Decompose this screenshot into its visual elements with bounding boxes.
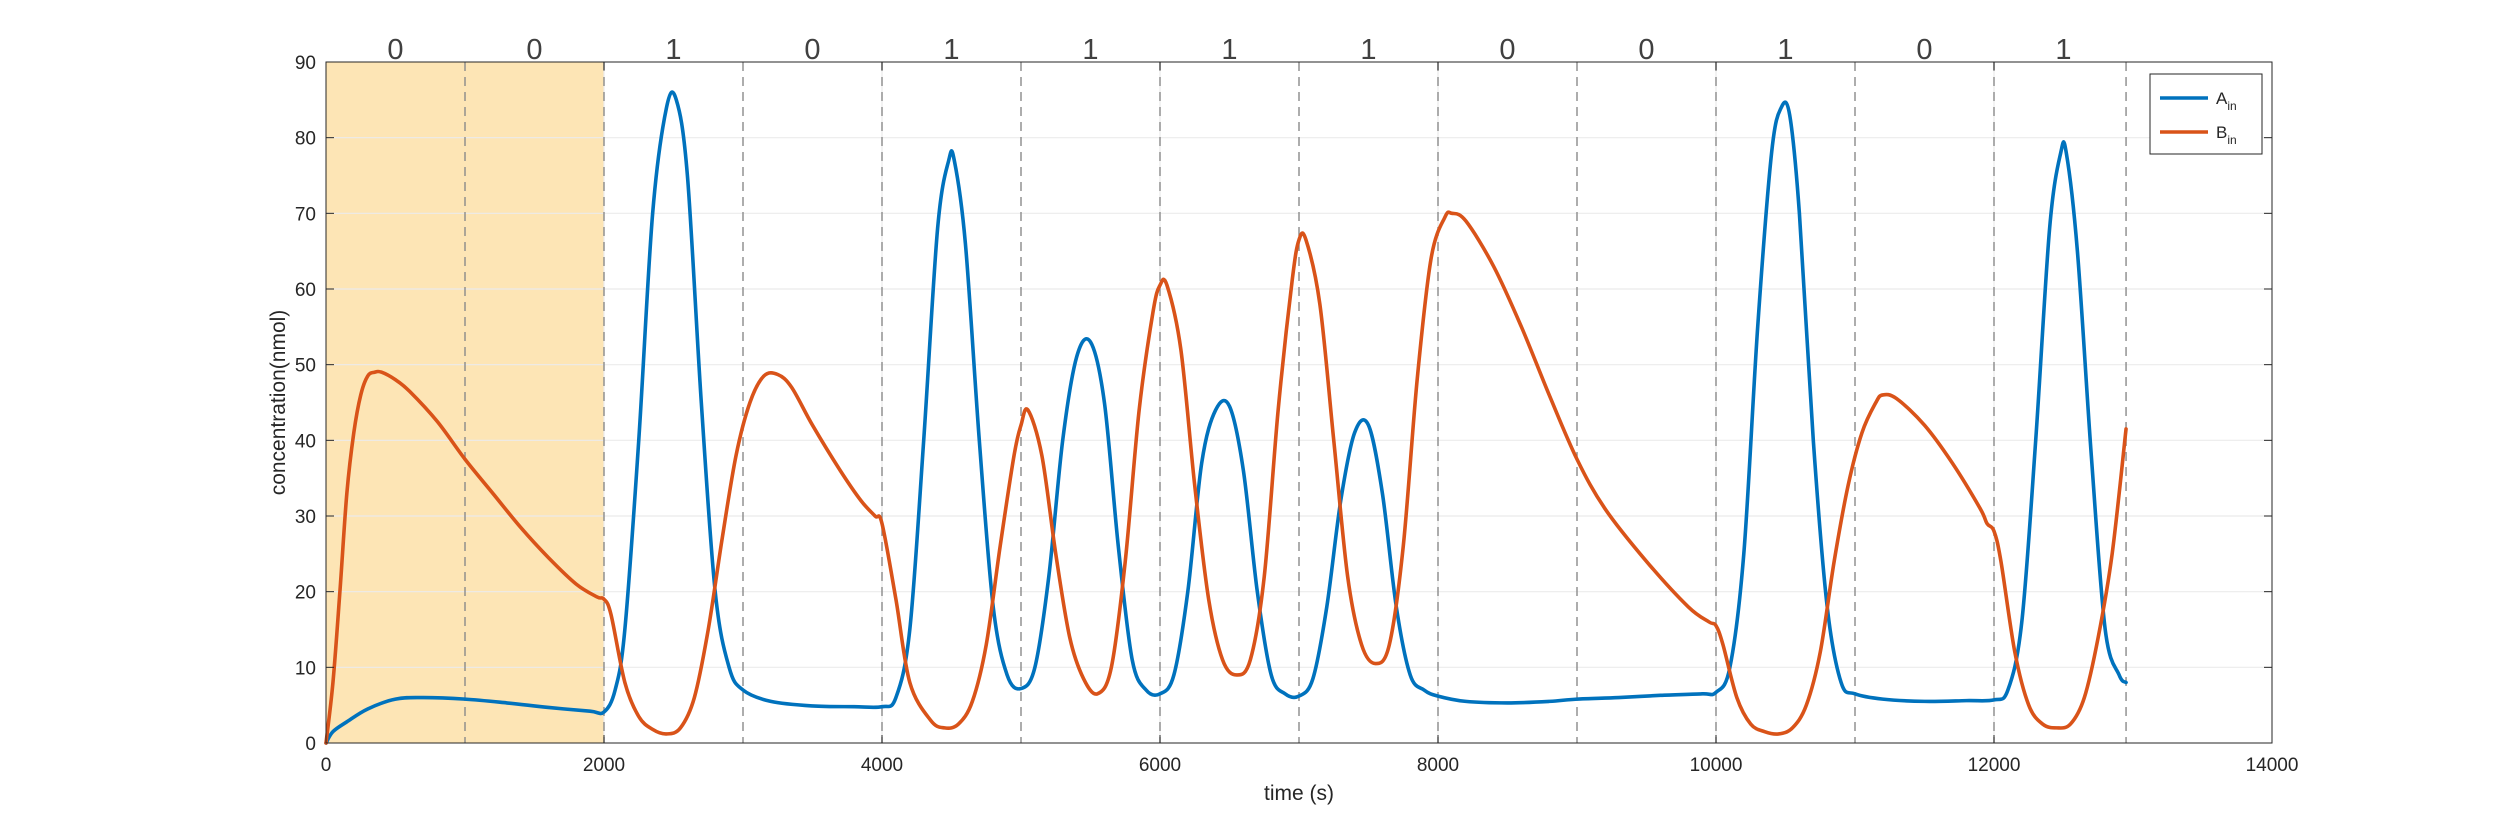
y-tick-label: 90 — [295, 53, 316, 74]
y-tick-label: 0 — [305, 734, 316, 755]
series-layer — [324, 90, 2128, 745]
legend-label-bin: Bin — [2216, 123, 2237, 147]
y-tick-label: 40 — [295, 431, 316, 452]
bit-label: 1 — [1221, 34, 1237, 66]
x-tick-label: 6000 — [1139, 755, 1181, 776]
x-axis-label: time (s) — [1264, 782, 1334, 805]
x-tick-label: 2000 — [583, 755, 625, 776]
legend-box — [2149, 73, 2263, 155]
bit-label: 0 — [526, 34, 542, 66]
legend: Ain Bin — [2149, 73, 2263, 155]
y-tick-label: 60 — [295, 280, 316, 301]
x-tick-label: 12000 — [1968, 755, 2021, 776]
plot-frame — [325, 61, 2273, 744]
boundary-lines-layer — [464, 62, 2127, 743]
bit-label: 1 — [665, 34, 681, 66]
bit-label: 1 — [1082, 34, 1098, 66]
bit-label: 1 — [1360, 34, 1376, 66]
bit-label-layer: 0 0 1 0 1 1 1 1 0 0 1 0 1 — [387, 34, 2071, 66]
y-tick-label: 70 — [295, 204, 316, 225]
series-line-bin — [324, 210, 2128, 745]
bit-label: 1 — [1777, 34, 1793, 66]
y-tick-label: 10 — [295, 658, 316, 679]
y-tick-label: 20 — [295, 583, 316, 604]
y-tick-label: 80 — [295, 129, 316, 150]
bit-label: 0 — [1916, 34, 1932, 66]
y-tick-label: 30 — [295, 507, 316, 528]
y-tick-label: 50 — [295, 356, 316, 377]
bit-label: 1 — [943, 34, 959, 66]
legend-label-ain: Ain — [2216, 89, 2237, 113]
x-tick-label: 10000 — [1690, 755, 1743, 776]
tick-layer: 0 2000 4000 6000 8000 10000 12000 14000 0 10 20 30 4… — [295, 53, 2299, 776]
bit-label: 0 — [1499, 34, 1515, 66]
bit-label: 0 — [387, 34, 403, 66]
x-tick-label: 8000 — [1417, 755, 1459, 776]
x-tick-label: 14000 — [2246, 755, 2299, 776]
x-tick-label: 0 — [321, 755, 332, 776]
bit-label: 0 — [1638, 34, 1654, 66]
y-axis-label: concentration(nmol) — [267, 310, 290, 496]
series-line-ain — [324, 90, 2128, 745]
bit-label: 1 — [2055, 34, 2071, 66]
bit-label: 0 — [804, 34, 820, 66]
x-tick-label: 4000 — [861, 755, 903, 776]
